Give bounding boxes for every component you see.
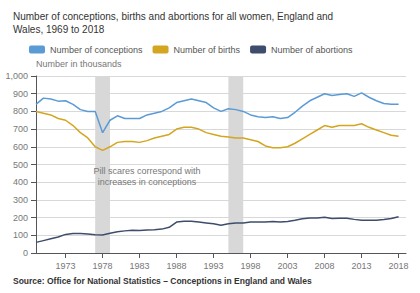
svg-text:1973: 1973 (56, 261, 76, 271)
svg-text:Number of conceptions: Number of conceptions (50, 45, 143, 55)
svg-text:2018: 2018 (389, 261, 409, 271)
svg-text:800: 800 (13, 106, 28, 116)
svg-text:Source: Office for National St: Source: Office for National Statistics –… (13, 276, 312, 286)
svg-text:2003: 2003 (278, 261, 298, 271)
svg-text:900: 900 (13, 89, 28, 99)
svg-text:2013: 2013 (352, 261, 372, 271)
svg-text:1993: 1993 (204, 261, 224, 271)
svg-text:Pill scares correspond with: Pill scares correspond with (93, 166, 200, 176)
svg-text:Number in thousands: Number in thousands (36, 59, 122, 69)
svg-text:Number of abortions: Number of abortions (271, 45, 353, 55)
svg-text:Wales, 1969 to 2018: Wales, 1969 to 2018 (13, 24, 105, 35)
svg-text:Number of conceptions, births: Number of conceptions, births and aborti… (13, 11, 333, 22)
svg-text:1,000: 1,000 (5, 71, 28, 81)
svg-text:increases in conceptions: increases in conceptions (98, 177, 197, 187)
svg-text:0: 0 (23, 248, 28, 258)
svg-text:1983: 1983 (130, 261, 150, 271)
svg-text:1978: 1978 (93, 261, 113, 271)
svg-text:600: 600 (13, 142, 28, 152)
svg-text:Number of births: Number of births (174, 45, 241, 55)
svg-text:300: 300 (13, 195, 28, 205)
svg-text:700: 700 (13, 124, 28, 134)
svg-text:2008: 2008 (315, 261, 335, 271)
svg-text:1998: 1998 (241, 261, 261, 271)
svg-text:100: 100 (13, 230, 28, 240)
svg-text:400: 400 (13, 177, 28, 187)
svg-text:500: 500 (13, 160, 28, 170)
svg-text:1988: 1988 (167, 261, 187, 271)
svg-text:200: 200 (13, 213, 28, 223)
